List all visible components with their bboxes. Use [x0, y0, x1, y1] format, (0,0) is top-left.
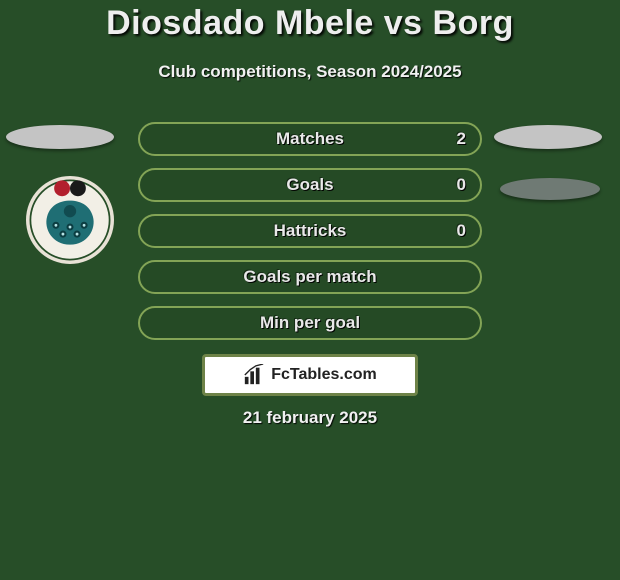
brand-box[interactable]: FcTables.com [202, 354, 418, 396]
stat-row: Hattricks 0 [138, 214, 482, 248]
stat-row: Min per goal [138, 306, 482, 340]
bar-chart-icon [243, 364, 265, 386]
stat-row: Matches 2 [138, 122, 482, 156]
stat-value: 0 [457, 170, 466, 200]
club-crest [26, 176, 114, 264]
team-right-placeholder-1 [494, 125, 602, 149]
stat-label: Matches [276, 129, 344, 148]
footer-date: 21 february 2025 [0, 408, 620, 428]
stat-label: Goals per match [243, 267, 376, 286]
subtitle: Club competitions, Season 2024/2025 [0, 62, 620, 82]
stat-row: Goals per match [138, 260, 482, 294]
team-right-placeholder-2 [500, 178, 600, 200]
stat-row: Goals 0 [138, 168, 482, 202]
stat-label: Hattricks [274, 221, 347, 240]
stat-rows: Matches 2 Goals 0 Hattricks 0 Goals per … [138, 122, 482, 352]
page-title: Diosdado Mbele vs Borg [0, 4, 620, 43]
stat-label: Goals [286, 175, 333, 194]
stat-value: 0 [457, 216, 466, 246]
brand-text: FcTables.com [271, 366, 377, 384]
stage: Diosdado Mbele vs Borg Club competitions… [0, 0, 620, 580]
team-left-placeholder [6, 125, 114, 149]
stat-value: 2 [457, 124, 466, 154]
stat-label: Min per goal [260, 313, 360, 332]
